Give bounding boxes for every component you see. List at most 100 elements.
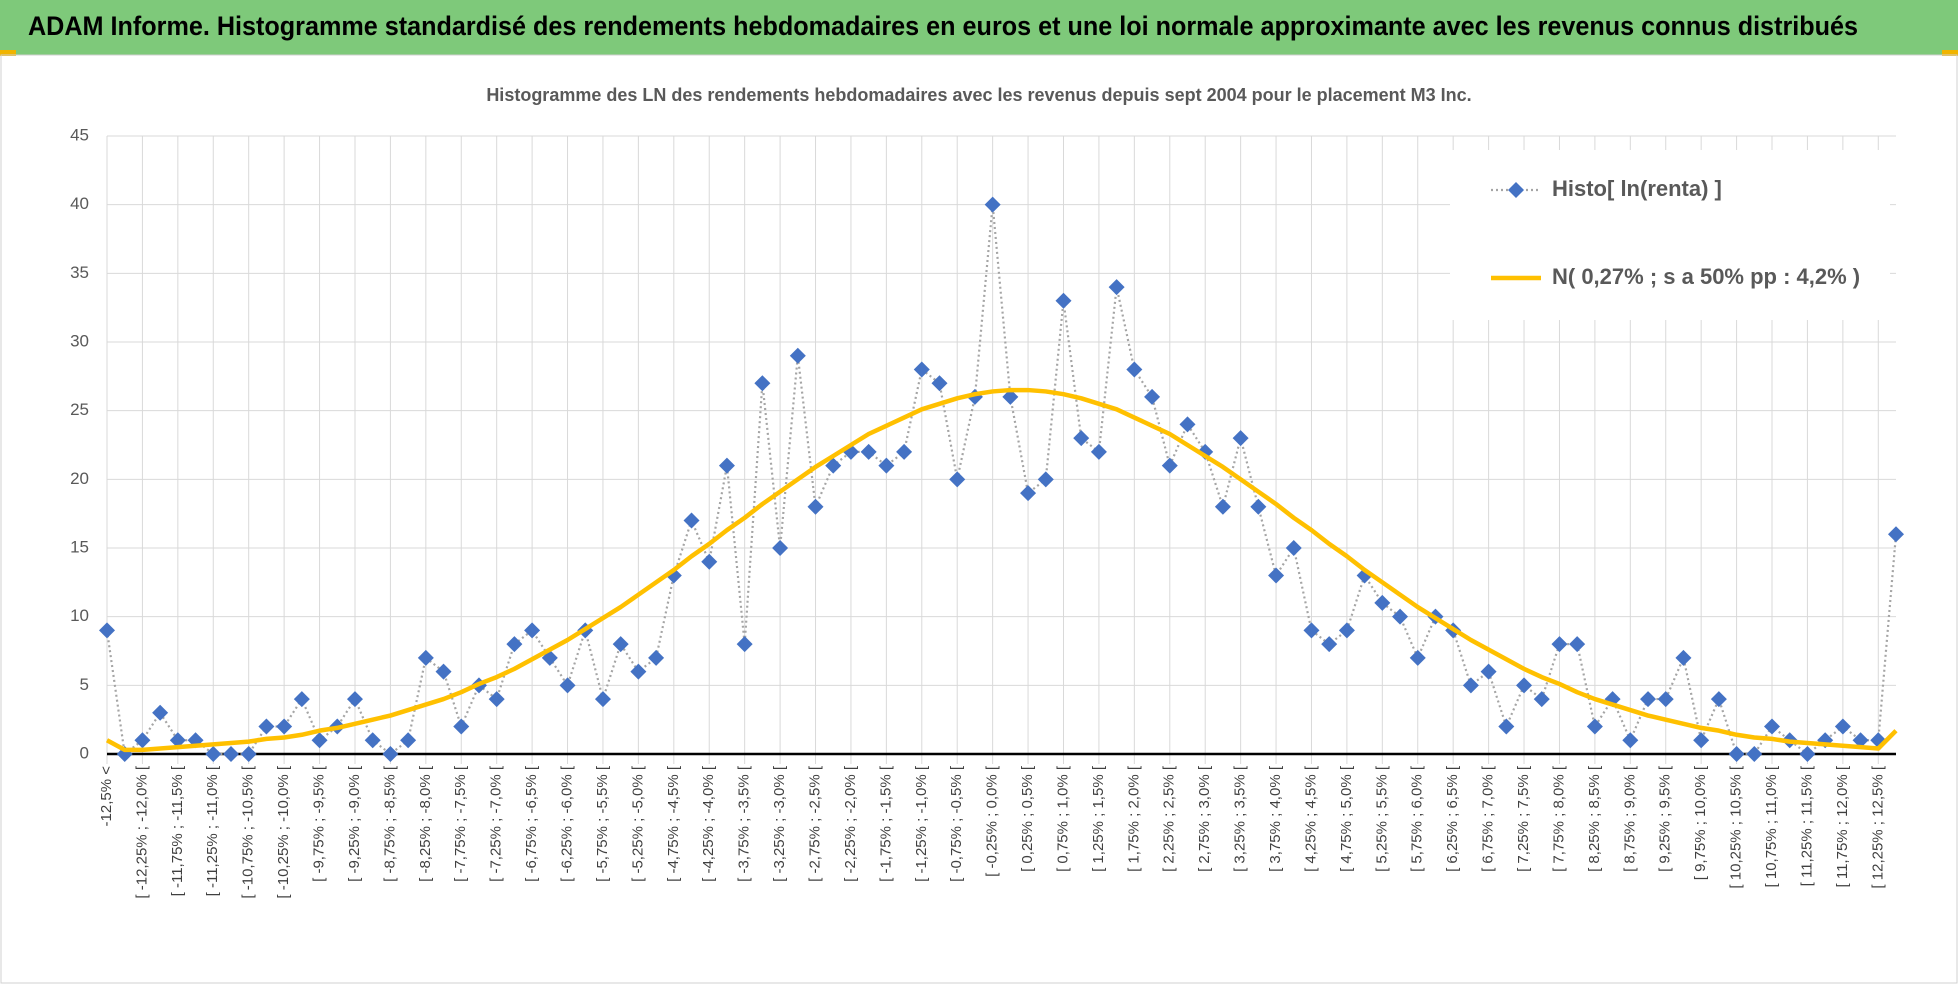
data-point xyxy=(1834,718,1851,735)
data-point xyxy=(896,443,913,460)
data-point xyxy=(559,677,576,694)
data-point xyxy=(1622,732,1639,749)
data-point xyxy=(1640,691,1657,708)
x-tick-label: [ 9,75% ; 10,0% [ xyxy=(1692,765,1709,880)
y-tick-label: 25 xyxy=(70,400,89,419)
data-point xyxy=(1480,663,1497,680)
x-tick-label: [ -5,25% ; -5,0% [ xyxy=(629,765,646,882)
data-point xyxy=(205,746,222,762)
data-point xyxy=(99,622,115,639)
x-tick-label: [ 1,25% ; 1,5% [ xyxy=(1090,765,1107,872)
x-tick-label: [ -8,75% ; -8,5% [ xyxy=(381,765,398,882)
x-tick-label: [ 3,75% ; 4,0% [ xyxy=(1267,765,1284,872)
x-tick-label: [ -10,25% ; -10,0% [ xyxy=(275,765,292,898)
x-tick-label: [ -7,25% ; -7,0% [ xyxy=(488,765,505,882)
x-tick-label: -12,5% < xyxy=(98,766,115,827)
x-tick-label: [ -3,75% ; -3,5% [ xyxy=(736,765,753,882)
data-point xyxy=(1303,622,1320,639)
data-point xyxy=(630,663,647,680)
data-point xyxy=(754,375,771,392)
data-point xyxy=(1232,430,1249,447)
x-tick-label: [ 10,25% ; 10,5% [ xyxy=(1728,765,1745,888)
x-tick-label: [ 4,75% ; 5,0% [ xyxy=(1338,765,1355,872)
x-tick-label: [ 7,75% ; 8,0% [ xyxy=(1550,765,1567,872)
data-point xyxy=(1108,279,1125,296)
data-point xyxy=(1693,732,1710,749)
data-point xyxy=(400,732,417,749)
x-tick-label: [ 9,25% ; 9,5% [ xyxy=(1657,765,1674,872)
x-tick-label: [ -6,25% ; -6,0% [ xyxy=(559,765,576,882)
data-point xyxy=(1462,677,1479,694)
x-tick-label: [ -4,75% ; -4,5% [ xyxy=(665,765,682,882)
data-point xyxy=(417,649,434,666)
data-point xyxy=(346,691,363,708)
corner-mark xyxy=(0,50,16,56)
data-point xyxy=(984,196,1001,213)
chart-title: Histogramme des LN des rendements hebdom… xyxy=(486,85,1471,105)
x-tick-label: [ 8,75% ; 9,0% [ xyxy=(1621,765,1638,872)
data-point xyxy=(594,691,611,708)
x-tick-label: [ -6,75% ; -6,5% [ xyxy=(523,765,540,882)
x-tick-label: [ -3,25% ; -3,0% [ xyxy=(771,765,788,882)
data-point xyxy=(1392,608,1409,625)
x-tick-label: [ -0,25% ; 0,0% [ xyxy=(984,765,1001,877)
data-point xyxy=(913,361,930,378)
header-title: ADAM Informe. Histogramme standardisé de… xyxy=(28,11,1858,41)
data-point xyxy=(949,471,966,488)
data-point xyxy=(683,512,700,529)
x-tick-label: [ -11,75% ; -11,5% [ xyxy=(169,765,186,896)
x-tick-label: [ -11,25% ; -11,0% [ xyxy=(204,765,221,896)
data-point xyxy=(1285,540,1302,556)
x-tick-label: [ 2,25% ; 2,5% [ xyxy=(1161,765,1178,872)
data-point xyxy=(152,704,169,721)
x-tick-label: [ 11,75% ; 12,0% [ xyxy=(1834,765,1851,887)
y-tick-label: 30 xyxy=(70,331,89,350)
x-tick-label: [ 7,25% ; 7,5% [ xyxy=(1515,765,1532,872)
data-point xyxy=(1533,691,1550,708)
x-tick-label: [ 6,75% ; 7,0% [ xyxy=(1480,765,1497,872)
legend-label: N( 0,27% ; s a 50% pp : 4,2% ) xyxy=(1552,264,1860,289)
data-point xyxy=(807,498,824,515)
y-tick-label: 35 xyxy=(70,263,89,282)
x-tick-label: [ 3,25% ; 3,5% [ xyxy=(1232,765,1249,872)
data-point xyxy=(240,746,257,762)
data-point xyxy=(276,718,293,735)
data-point xyxy=(612,636,629,653)
y-tick-label: 5 xyxy=(80,675,89,694)
data-point xyxy=(825,457,842,474)
data-point xyxy=(1498,718,1515,735)
x-tick-label: [ 0,75% ; 1,0% [ xyxy=(1054,765,1071,872)
x-tick-label: [ 4,25% ; 4,5% [ xyxy=(1302,765,1319,872)
x-tick-label: [ 5,75% ; 6,0% [ xyxy=(1409,765,1426,872)
data-point xyxy=(1002,388,1019,405)
data-point xyxy=(1037,471,1054,488)
data-point xyxy=(1268,567,1285,584)
data-point xyxy=(1020,485,1037,502)
x-tick-label: [ -1,25% ; -1,0% [ xyxy=(913,765,930,882)
data-point xyxy=(435,663,452,680)
data-point xyxy=(1055,292,1072,309)
x-tick-label: [ 11,25% ; 11,5% [ xyxy=(1798,765,1815,886)
x-tick-label: [ -4,25% ; -4,0% [ xyxy=(700,765,717,882)
x-tick-label: [ 8,25% ; 8,5% [ xyxy=(1586,765,1603,872)
series-line xyxy=(105,387,1898,753)
data-point xyxy=(1321,636,1338,653)
x-tick-label: [ -10,75% ; -10,5% [ xyxy=(240,765,257,898)
data-point xyxy=(524,622,541,639)
data-point xyxy=(1073,430,1090,447)
data-point xyxy=(1728,746,1745,762)
data-point xyxy=(1551,636,1568,653)
data-point xyxy=(1569,636,1586,653)
data-point xyxy=(1409,649,1426,666)
x-tick-label: [ 12,25% ; 12,5% [ xyxy=(1869,765,1886,888)
data-point xyxy=(1516,677,1533,694)
data-point xyxy=(169,732,186,749)
data-point xyxy=(1144,388,1161,405)
x-tick-label: [ -1,75% ; -1,5% [ xyxy=(877,765,894,882)
legend-marker xyxy=(1508,182,1524,198)
data-point xyxy=(222,746,239,762)
x-tick-label: [ -9,25% ; -9,0% [ xyxy=(346,765,363,882)
x-tick-label: [ -0,75% ; -0,5% [ xyxy=(948,765,965,882)
corner-mark xyxy=(1942,50,1958,56)
data-point xyxy=(293,691,310,708)
